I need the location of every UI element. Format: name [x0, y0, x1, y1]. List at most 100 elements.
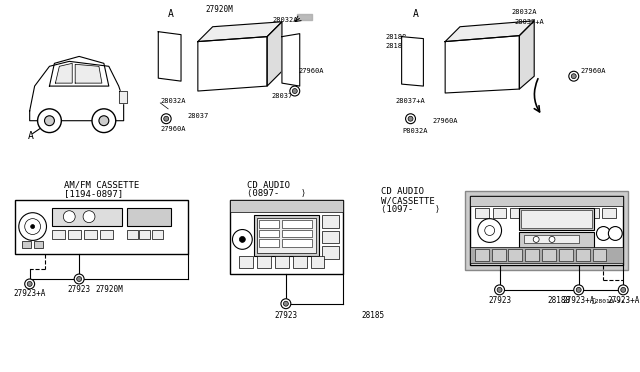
- Bar: [602, 208, 616, 218]
- Text: 27923: 27923: [275, 311, 298, 320]
- Circle shape: [533, 237, 539, 243]
- Text: CD AUDIO: CD AUDIO: [381, 187, 424, 196]
- Text: ⟨0897-    ⟩: ⟨0897- ⟩: [247, 189, 307, 198]
- Polygon shape: [118, 91, 127, 103]
- Circle shape: [406, 114, 415, 124]
- Bar: [593, 249, 607, 261]
- Bar: [511, 208, 524, 218]
- Text: AM/FM CASSETTE: AM/FM CASSETTE: [64, 180, 140, 189]
- Bar: [508, 249, 522, 261]
- Text: 28185: 28185: [362, 311, 385, 320]
- Text: A: A: [28, 131, 33, 141]
- Circle shape: [45, 116, 54, 126]
- Bar: [84, 230, 97, 240]
- Circle shape: [164, 116, 169, 121]
- Text: 27920M: 27920M: [95, 285, 123, 294]
- Bar: [475, 208, 489, 218]
- Polygon shape: [198, 22, 282, 42]
- Bar: [519, 208, 593, 230]
- Text: 27923+A: 27923+A: [13, 289, 46, 298]
- Bar: [282, 219, 312, 228]
- Bar: [522, 210, 591, 228]
- Bar: [275, 256, 289, 268]
- Circle shape: [497, 288, 502, 292]
- Polygon shape: [29, 61, 124, 121]
- Circle shape: [290, 86, 300, 96]
- Bar: [52, 230, 65, 240]
- Circle shape: [484, 225, 495, 235]
- Polygon shape: [267, 22, 282, 86]
- Circle shape: [31, 225, 35, 228]
- Bar: [282, 240, 312, 247]
- Text: 28037: 28037: [188, 113, 209, 119]
- Bar: [52, 208, 122, 225]
- Circle shape: [478, 219, 502, 243]
- Text: 27923: 27923: [488, 296, 511, 305]
- Bar: [34, 241, 42, 248]
- Circle shape: [292, 89, 297, 93]
- Bar: [524, 235, 579, 243]
- Circle shape: [92, 109, 116, 132]
- Circle shape: [569, 71, 579, 81]
- Text: ˂28010•••: ˂28010•••: [591, 298, 625, 304]
- Text: I: I: [488, 228, 492, 234]
- Polygon shape: [402, 36, 424, 86]
- Circle shape: [38, 109, 61, 132]
- Circle shape: [576, 288, 581, 292]
- Bar: [406, 64, 415, 72]
- Text: W/CASSETTE: W/CASSETTE: [381, 196, 435, 205]
- Polygon shape: [158, 32, 181, 81]
- Text: 27960A: 27960A: [161, 126, 186, 132]
- Text: 28037: 28037: [271, 93, 292, 99]
- Text: 27923+A: 27923+A: [607, 296, 639, 305]
- Polygon shape: [282, 33, 300, 86]
- Bar: [15, 200, 188, 254]
- Circle shape: [19, 213, 47, 240]
- Circle shape: [495, 285, 504, 295]
- Bar: [68, 230, 81, 240]
- Text: 28032A: 28032A: [161, 98, 186, 104]
- Circle shape: [596, 227, 611, 240]
- Bar: [127, 230, 138, 240]
- Text: [1194-0897]: [1194-0897]: [64, 189, 124, 198]
- Bar: [284, 60, 296, 70]
- Circle shape: [408, 116, 413, 121]
- Circle shape: [25, 279, 35, 289]
- Text: 28185: 28185: [385, 42, 406, 48]
- Circle shape: [28, 282, 32, 286]
- Bar: [293, 256, 307, 268]
- Text: 27923: 27923: [68, 285, 91, 294]
- Bar: [22, 241, 31, 248]
- Text: 27960A: 27960A: [433, 118, 458, 124]
- Text: ⟨1097-    ⟩: ⟨1097- ⟩: [381, 205, 440, 214]
- Text: A: A: [413, 9, 419, 19]
- Polygon shape: [519, 21, 534, 89]
- Bar: [576, 249, 589, 261]
- Bar: [163, 60, 173, 68]
- Bar: [310, 256, 324, 268]
- Bar: [152, 230, 163, 240]
- Polygon shape: [445, 21, 534, 42]
- Bar: [230, 200, 343, 212]
- Bar: [140, 230, 150, 240]
- Bar: [542, 249, 556, 261]
- Circle shape: [281, 299, 291, 309]
- Bar: [470, 196, 623, 206]
- Bar: [163, 46, 173, 54]
- Bar: [321, 215, 339, 228]
- Circle shape: [618, 285, 628, 295]
- Bar: [470, 247, 623, 263]
- Bar: [519, 232, 593, 254]
- Circle shape: [63, 211, 75, 222]
- Bar: [127, 208, 171, 225]
- Bar: [257, 218, 316, 253]
- Bar: [259, 219, 279, 228]
- Bar: [321, 231, 339, 243]
- Bar: [525, 249, 539, 261]
- Circle shape: [25, 219, 40, 234]
- Bar: [100, 230, 113, 240]
- Bar: [282, 230, 312, 237]
- Text: 28032A: 28032A: [511, 9, 537, 15]
- Text: 28037+A: 28037+A: [515, 19, 544, 25]
- Circle shape: [99, 116, 109, 126]
